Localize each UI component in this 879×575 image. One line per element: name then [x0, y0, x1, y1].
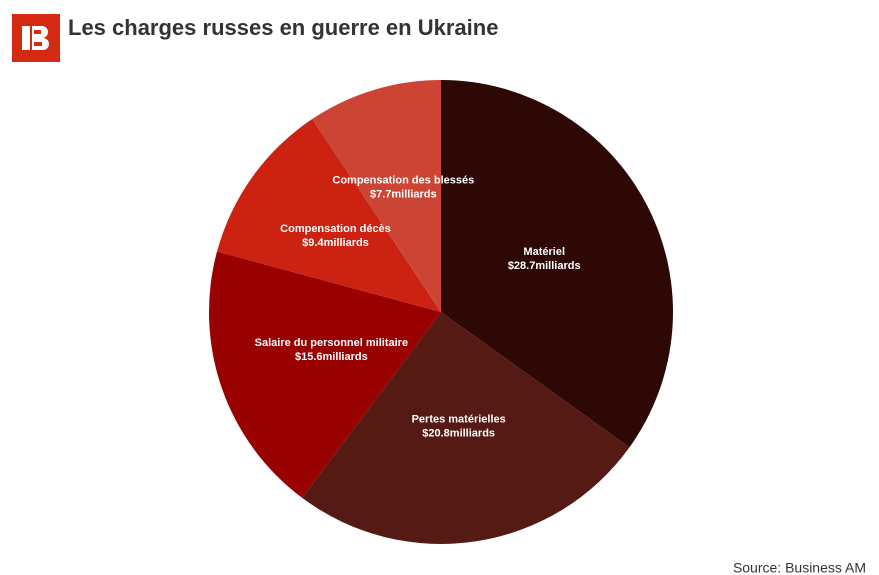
pie-slice [312, 80, 441, 312]
value-label: $9.4milliards [302, 237, 369, 249]
value-label: $15.6milliards [295, 351, 368, 363]
slice-label: Pertes matérielles [412, 414, 506, 426]
value-label: $28.7milliards [508, 260, 581, 272]
pie-slice [302, 312, 630, 544]
slice-label: Salaire du personnel militaire [255, 337, 408, 349]
value-label: $20.8milliards [422, 428, 495, 440]
pie-slice [208, 251, 441, 498]
slice-label: Compensation des blessés [332, 175, 474, 187]
logo [12, 14, 60, 62]
value-label: $7.7milliards [370, 189, 437, 201]
pie-slice [217, 119, 441, 312]
slice-label: Matériel [523, 246, 565, 258]
chart-title: Les charges russes en guerre en Ukraine [68, 15, 498, 40]
pie-slice [441, 80, 673, 448]
slice-label: Compensation décès [280, 223, 391, 235]
source: Source: Business AM [733, 560, 866, 575]
